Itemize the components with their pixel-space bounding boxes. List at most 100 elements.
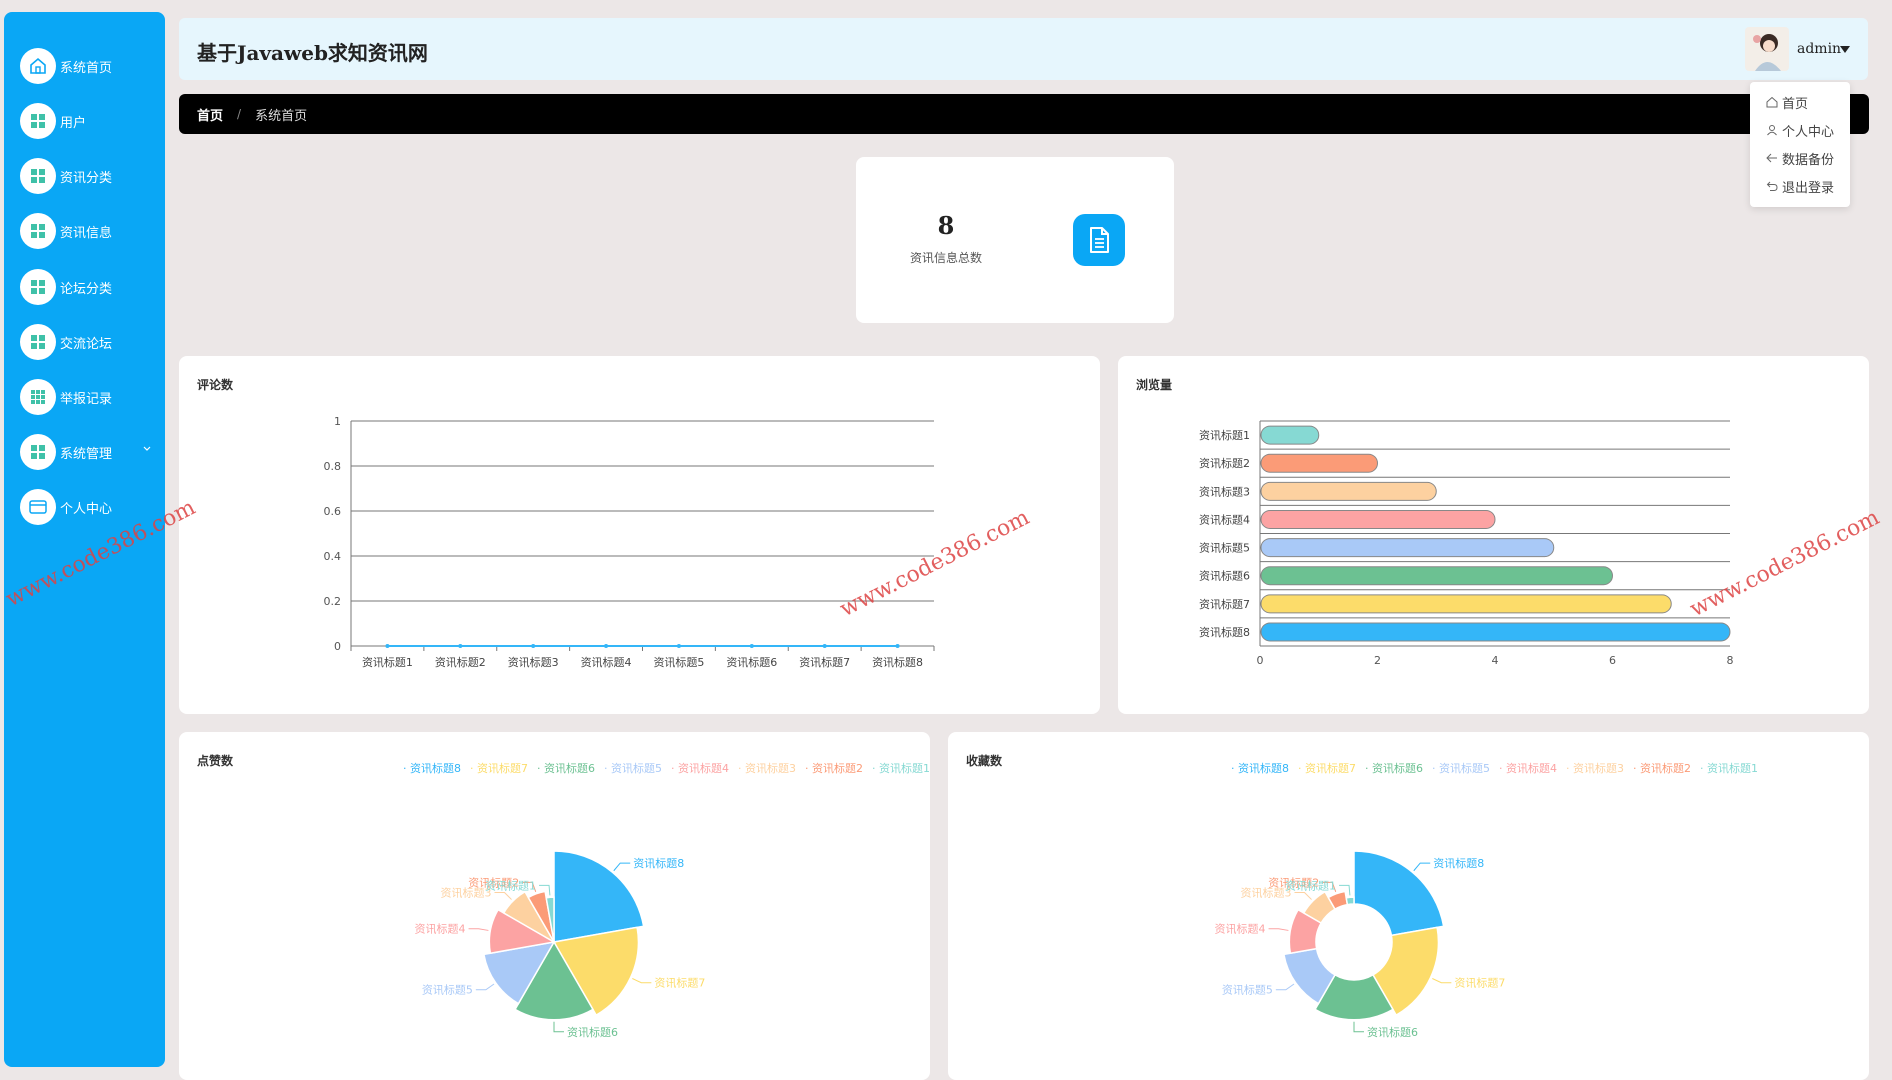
y-tick-label: 资讯标题5: [1199, 541, 1250, 555]
grid-icon: [20, 269, 56, 305]
legend-item[interactable]: · 资讯标题6: [1365, 762, 1423, 775]
bar: [1260, 566, 1613, 586]
legend-item[interactable]: · 资讯标题4: [671, 762, 729, 775]
y-tick-label: 0.6: [324, 505, 342, 518]
label-line: [553, 1021, 564, 1033]
top-header: 基于Javaweb求知资讯网 admin: [179, 18, 1868, 80]
label-line: [1268, 928, 1289, 931]
dropdown-item-backup[interactable]: 数据备份: [1766, 148, 1834, 168]
sidebar-item-label: 系统管理: [60, 446, 113, 462]
slice-label: 资讯标题6: [1367, 1025, 1418, 1039]
label-line: [1322, 881, 1337, 892]
stat-value: 8: [937, 211, 955, 240]
sidebar-item-system[interactable]: 系统管理: [20, 432, 160, 472]
user-name[interactable]: admin: [1797, 41, 1842, 57]
breadcrumb-home[interactable]: 首页: [197, 108, 224, 124]
dropdown-item-logout[interactable]: 退出登录: [1766, 176, 1834, 196]
y-tick-label: 资讯标题4: [1199, 512, 1250, 526]
sidebar-item-label: 举报记录: [60, 391, 113, 407]
y-tick-label: 资讯标题7: [1199, 597, 1250, 611]
sidebar-item-label: 论坛分类: [60, 281, 113, 297]
x-tick-label: 资讯标题4: [581, 655, 632, 669]
y-tick-label: 资讯标题2: [1199, 456, 1250, 470]
legend-item[interactable]: · 资讯标题7: [1298, 762, 1356, 775]
y-tick-label: 资讯标题8: [1199, 625, 1250, 639]
legend-item[interactable]: · 资讯标题8: [403, 762, 461, 775]
legend-item[interactable]: · 资讯标题4: [1499, 762, 1557, 775]
chart-legend: · 资讯标题8 · 资讯标题7 · 资讯标题6 · 资讯标题5 · 资讯标题4 · 资讯标…: [1231, 760, 1767, 776]
pie-slice: [527, 890, 555, 943]
card-icon: [20, 489, 56, 525]
dropdown-item-home[interactable]: 首页: [1766, 92, 1808, 112]
sidebar-item-label: 用户: [60, 115, 87, 131]
legend-item[interactable]: · 资讯标题2: [805, 762, 863, 775]
sidebar-item-forum[interactable]: 交流论坛: [20, 322, 112, 362]
data-point: [458, 644, 463, 648]
y-tick-label: 0.8: [324, 460, 342, 473]
stat-label: 资讯信息总数: [909, 251, 982, 265]
legend-item[interactable]: · 资讯标题5: [1432, 762, 1490, 775]
slice-label: 资讯标题8: [633, 856, 684, 870]
legend-item[interactable]: · 资讯标题1: [1700, 762, 1758, 775]
dropdown-item-profile[interactable]: 个人中心: [1766, 120, 1834, 140]
legend-item[interactable]: · 资讯标题5: [604, 762, 662, 775]
sidebar-item-forum-category[interactable]: 论坛分类: [20, 267, 112, 307]
pie-slice: [1345, 896, 1355, 906]
x-tick-label: 资讯标题5: [653, 655, 704, 669]
x-tick-label: 资讯标题8: [872, 655, 923, 669]
panel-favorite-count: 收藏数 · 资讯标题8 · 资讯标题7 · 资讯标题6 · 资讯标题5 · 资讯标题4 ·…: [948, 732, 1869, 1080]
sidebar-item-news-info[interactable]: 资讯信息: [20, 211, 112, 251]
pie-slice: [545, 896, 555, 943]
slice-label: 资讯标题3: [1240, 885, 1291, 899]
x-tick-label: 资讯标题2: [435, 655, 486, 669]
avatar[interactable]: [1745, 27, 1789, 71]
x-tick-label: 2: [1374, 654, 1381, 667]
panel-title: 浏览量: [1136, 378, 1173, 392]
sidebar-item-home[interactable]: 系统首页: [20, 46, 112, 86]
label-line: [1275, 983, 1295, 991]
slice-label: 资讯标题1: [1285, 878, 1336, 892]
bar: [1260, 481, 1437, 501]
sidebar-item-users[interactable]: 用户: [20, 101, 86, 141]
label-line: [1432, 978, 1452, 984]
y-tick-label: 0: [334, 640, 341, 653]
sidebar: 系统首页 用户 资讯分类 资讯信息 论坛分类 交流论坛 举报记录 系统管理 个人…: [4, 12, 165, 1067]
panel-title: 收藏数: [966, 754, 1003, 768]
legend-item[interactable]: · 资讯标题8: [1231, 762, 1289, 775]
slice-label: 资讯标题6: [567, 1025, 618, 1039]
breadcrumb: 首页 / 系统首页: [179, 94, 1869, 134]
legend-item[interactable]: · 资讯标题7: [470, 762, 528, 775]
label-line: [539, 884, 551, 896]
legend-item[interactable]: · 资讯标题1: [872, 762, 930, 775]
legend-item[interactable]: · 资讯标题6: [537, 762, 595, 775]
home-icon: [20, 48, 56, 84]
site-title: 基于Javaweb求知资讯网: [197, 41, 428, 65]
label-line: [522, 881, 537, 892]
grid-icon: [20, 434, 56, 470]
pie-slice: [483, 940, 556, 1005]
grid-icon: [20, 213, 56, 249]
panel-comment-count: 评论数 0 0.2 0.4 0.6 0.8 1 资讯标题1 资讯标题2 资讯标题3 资讯标题4 资讯…: [179, 356, 1100, 714]
sidebar-item-news-category[interactable]: 资讯分类: [20, 156, 112, 196]
x-tick-label: 资讯标题1: [362, 655, 413, 669]
pie-slice: [1353, 850, 1445, 937]
label-line: [1339, 884, 1351, 896]
legend-item[interactable]: · 资讯标题3: [738, 762, 796, 775]
legend-item[interactable]: · 资讯标题2: [1633, 762, 1691, 775]
sidebar-item-label: 资讯分类: [60, 170, 113, 186]
pie-slice: [488, 908, 557, 955]
pie-slice: [1283, 947, 1337, 1005]
caret-down-icon[interactable]: [1840, 46, 1850, 53]
grid-icon: [20, 103, 56, 139]
slice-label: 资讯标题7: [654, 976, 705, 990]
legend-item[interactable]: · 资讯标题3: [1566, 762, 1624, 775]
pie-slice: [552, 926, 640, 1017]
chevron-down-icon: [143, 446, 151, 451]
label-line: [494, 891, 512, 900]
document-icon[interactable]: [1073, 214, 1125, 266]
x-tick-label: 8: [1727, 654, 1734, 667]
sidebar-item-profile[interactable]: 个人中心: [20, 487, 112, 527]
sidebar-item-reports[interactable]: 举报记录: [20, 377, 112, 417]
